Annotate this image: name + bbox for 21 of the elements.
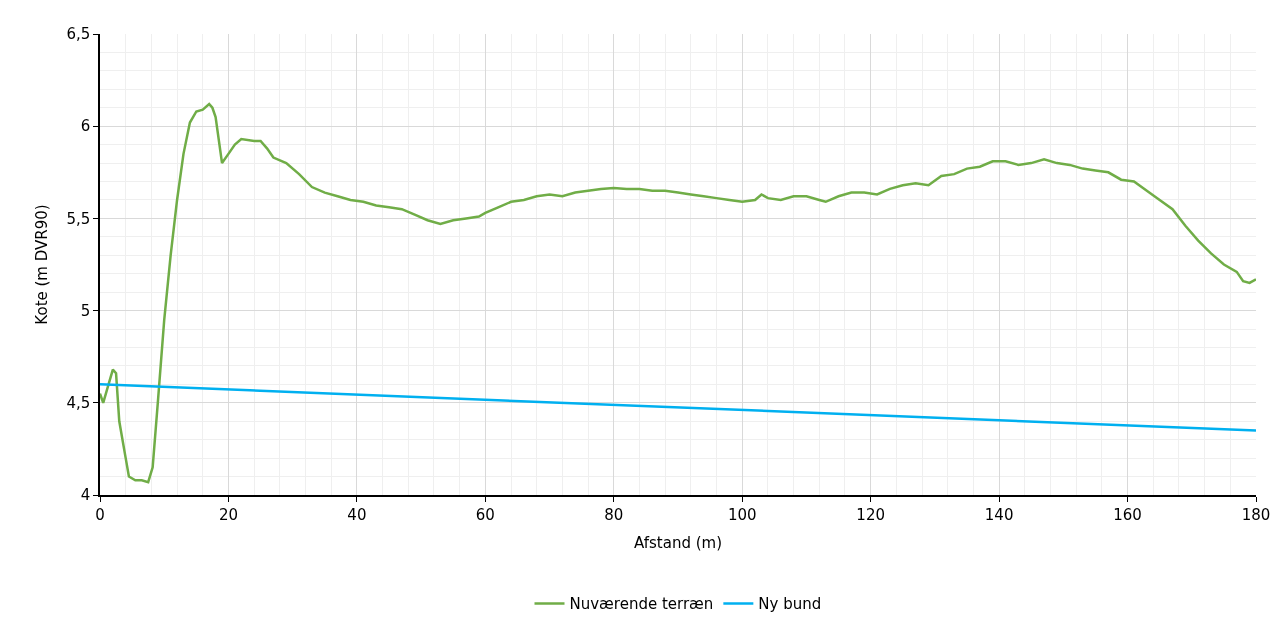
y-tick-label: 4,5	[66, 394, 91, 413]
y-axis-title: Kote (m DVR90)	[33, 204, 52, 325]
y-tick-label: 6,5	[66, 25, 91, 44]
y-tick-label: 4	[80, 486, 91, 505]
line-series	[100, 102, 1256, 484]
x-tick-label: 120	[856, 505, 885, 524]
x-tick-label: 20	[218, 505, 238, 524]
x-tick-label: 40	[347, 505, 367, 524]
x-tick-label: 140	[984, 505, 1014, 524]
x-tick-label: 100	[727, 505, 757, 524]
y-tick-label: 6	[80, 117, 91, 136]
x-tick-label: 0	[95, 505, 105, 524]
y-tick-label: 5	[80, 301, 91, 320]
x-tick-label: 80	[604, 505, 624, 524]
y-tick-label: 5,5	[66, 209, 91, 228]
legend-label: Ny bund	[758, 595, 822, 614]
x-tick-label: 180	[1241, 505, 1271, 524]
x-axis-title: Afstand (m)	[633, 534, 723, 553]
x-tick-label: 160	[1113, 505, 1142, 524]
x-tick-label: 60	[475, 505, 495, 524]
legend-label: Nuværende terræn	[569, 595, 714, 614]
